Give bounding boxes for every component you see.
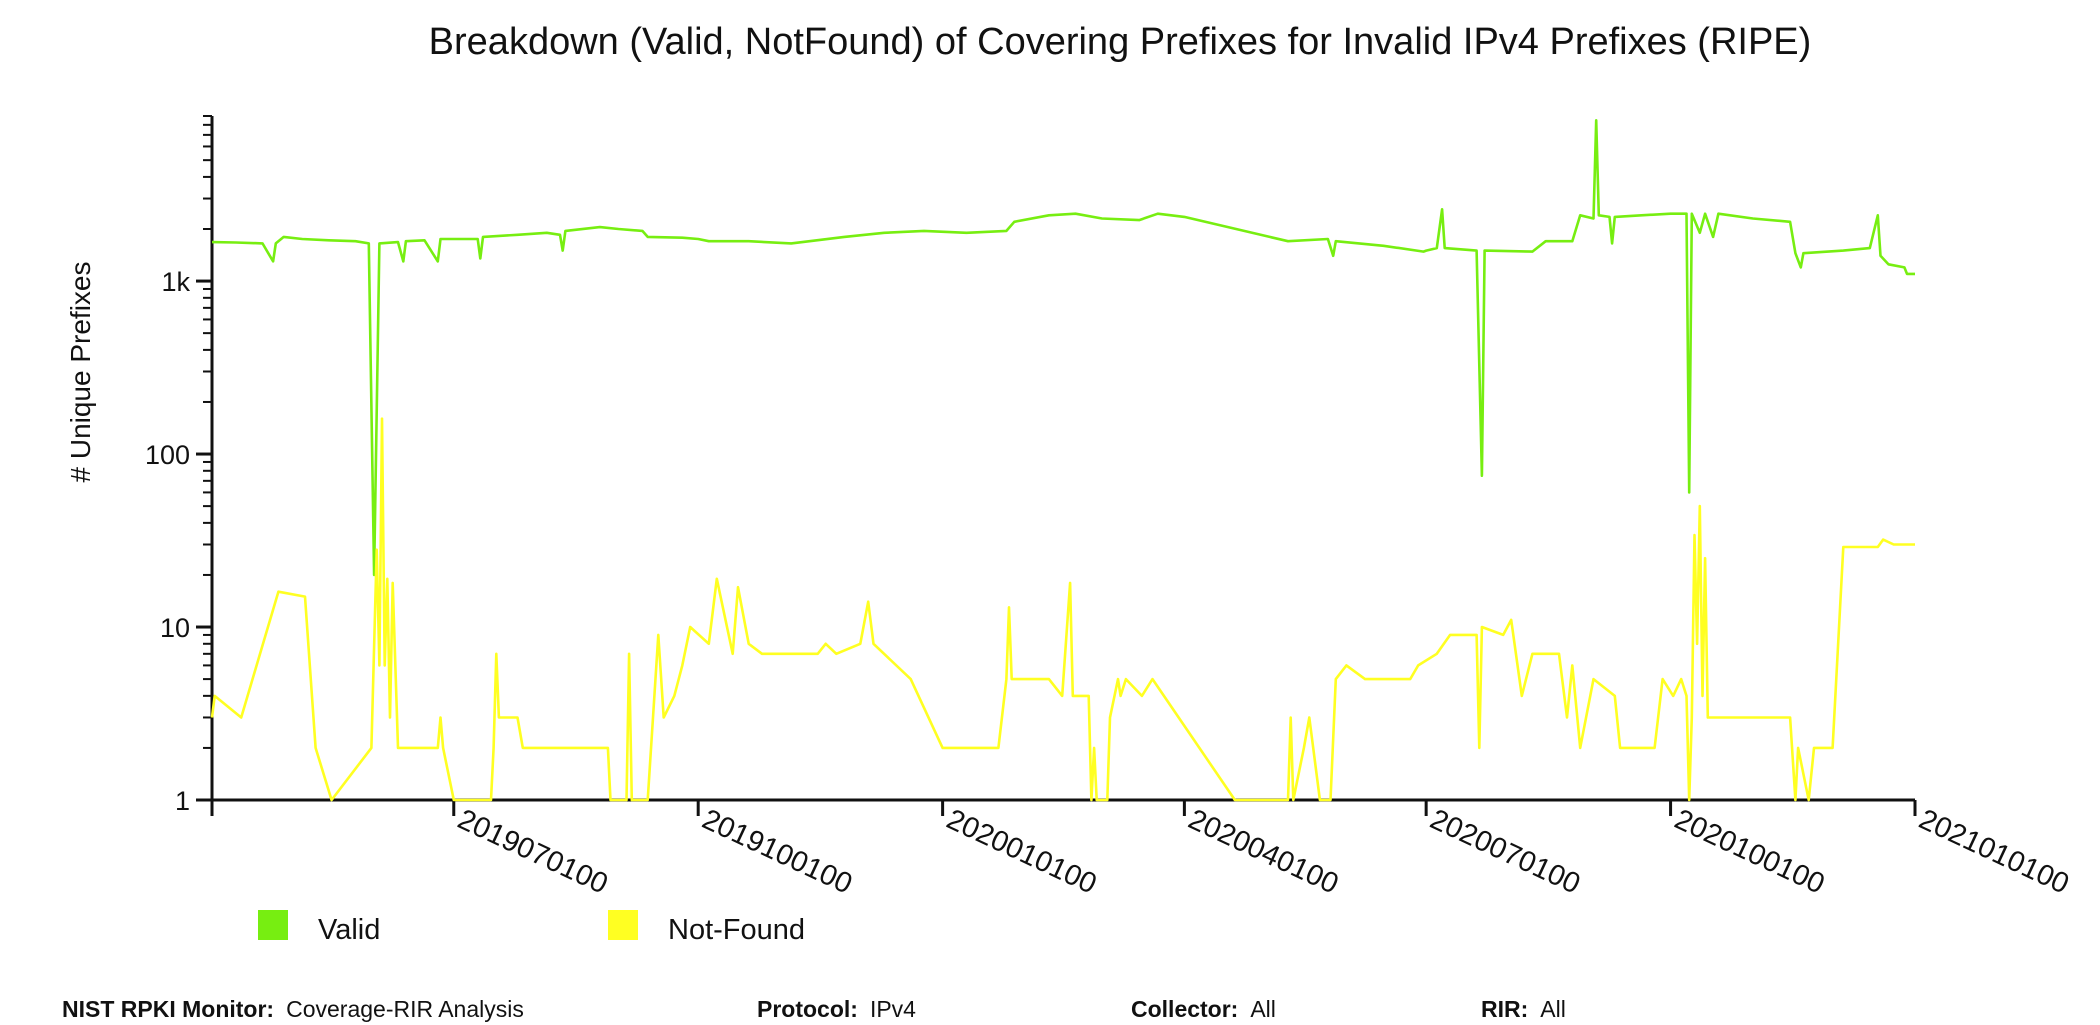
y-tick-label: 10 (160, 613, 190, 643)
y-tick-label: 1k (161, 267, 190, 297)
footer-rir-label: RIR: (1481, 996, 1529, 1022)
footer-protocol-value: IPv4 (869, 996, 916, 1022)
footer-protocol-label: Protocol: (757, 996, 858, 1022)
footer-collector-label: Collector: (1131, 996, 1239, 1022)
x-tick-label: 2020040100 (1183, 803, 1343, 900)
x-tick-label: 2021010100 (1914, 803, 2074, 900)
legend-swatch-not-found (608, 910, 638, 940)
x-tick-label: 2020010100 (942, 803, 1102, 900)
chart-title: Breakdown (Valid, NotFound) of Covering … (429, 21, 1812, 63)
footer-monitor-label: NIST RPKI Monitor: (62, 996, 275, 1022)
series-line-valid (211, 119, 1915, 577)
y-axis-label: # Unique Prefixes (65, 261, 96, 482)
footer-collector-value: All (1250, 996, 1276, 1022)
x-tick-label: 2020070100 (1425, 803, 1585, 900)
y-tick-label: 1 (175, 786, 190, 816)
legend: Valid Not-Found (258, 910, 805, 946)
series-group (210, 119, 1915, 802)
x-tick-label: 2019100100 (697, 803, 857, 900)
x-tick-label: 2019070100 (453, 803, 613, 900)
footer-rir: RIR: All (1481, 996, 1566, 1023)
footer-protocol: Protocol: IPv4 (757, 996, 916, 1023)
legend-swatch-valid (258, 910, 288, 940)
y-axis: 1 10 100 1k (145, 115, 214, 816)
series-line-not-found (210, 417, 1915, 802)
y-tick-label: 100 (145, 440, 190, 470)
legend-label-valid: Valid (318, 914, 380, 946)
legend-label-not-found: Not-Found (668, 914, 805, 946)
chart: Breakdown (Valid, NotFound) of Covering … (65, 21, 2074, 946)
footer-monitor: NIST RPKI Monitor: Coverage-RIR Analysis (62, 996, 524, 1023)
footer-collector: Collector: All (1131, 996, 1276, 1023)
footer-monitor-value: Coverage-RIR Analysis (286, 996, 524, 1022)
x-axis: 2019070100 2019100100 2020010100 2020040100… (210, 798, 2074, 901)
x-tick-label: 2020100100 (1670, 803, 1830, 900)
footer-rir-value: All (1540, 996, 1566, 1022)
